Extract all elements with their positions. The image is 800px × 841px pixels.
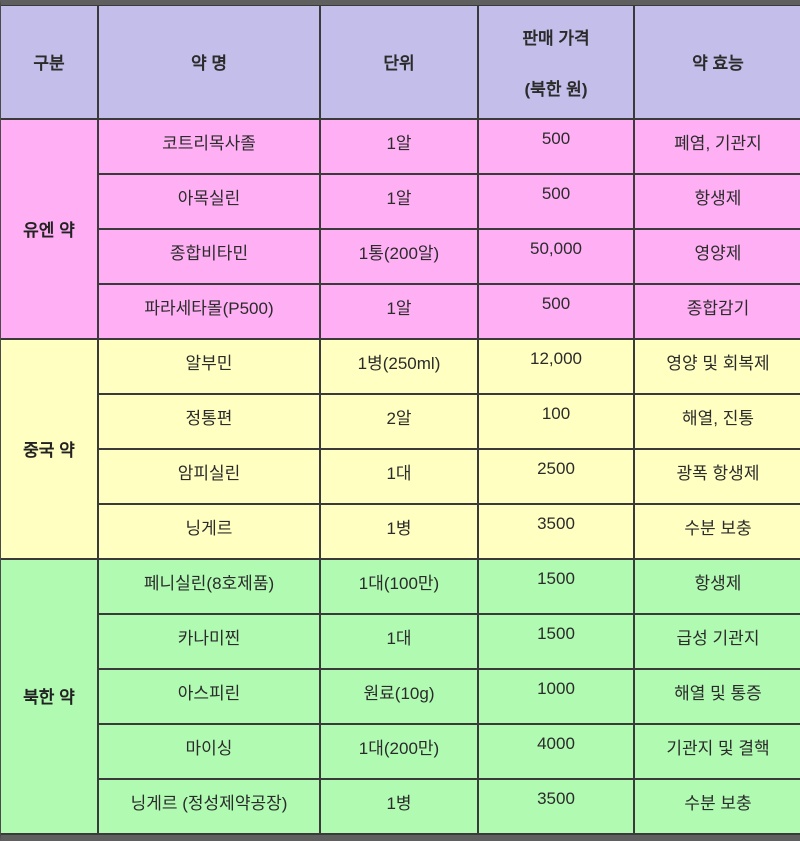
cell-unit: 2알 <box>319 393 479 450</box>
cell-unit: 1알 <box>319 173 479 230</box>
cell-effect: 광폭 항생제 <box>633 448 800 505</box>
table-row: 북한 약 페니실린(8호제품) 1대(100만) 1500 항생제 <box>1 558 800 835</box>
cell-name: 닝게르 <box>97 503 321 560</box>
cell-unit: 1알 <box>319 283 479 340</box>
header-price-line1: 판매 가격 <box>522 28 590 48</box>
cell-price: 3500 <box>477 503 635 560</box>
table-row: 닝게르 1병 3500 수분 보충 <box>1 503 800 560</box>
cell-name: 아스피린 <box>97 668 321 725</box>
cell-unit: 1통(200알) <box>319 228 479 285</box>
header-effect: 약 효능 <box>633 5 800 120</box>
cell-effect: 종합감기 <box>633 283 800 340</box>
cell-name: 코트리목사졸 <box>97 118 321 175</box>
table-row: 종합비타민 1통(200알) 50,000 영양제 <box>1 228 800 285</box>
table-row: 아목실린 1알 500 항생제 <box>1 173 800 230</box>
cell-name: 아목실린 <box>97 173 321 230</box>
cell-name: 종합비타민 <box>97 228 321 285</box>
cell-price: 4000 <box>477 723 635 780</box>
cell-name: 정통편 <box>97 393 321 450</box>
cell-unit: 1병 <box>319 503 479 560</box>
cell-name: 암피실린 <box>97 448 321 505</box>
cell-name: 파라세타몰(P500) <box>97 283 321 340</box>
cell-effect: 영양 및 회복제 <box>633 338 800 395</box>
cell-effect: 해열 및 통증 <box>633 668 800 725</box>
table-header: 구분 약 명 단위 판매 가격 (북한 원) 약 효능 <box>1 5 800 120</box>
header-price-line2: (북한 원) <box>524 79 588 99</box>
cell-price: 500 <box>477 173 635 230</box>
cell-unit: 원료(10g) <box>319 668 479 725</box>
header-category: 구분 <box>1 5 99 120</box>
cell-unit: 1대(100만) <box>319 558 479 615</box>
cell-unit: 1병(250ml) <box>319 338 479 395</box>
cell-price: 1000 <box>477 668 635 725</box>
cell-price: 500 <box>477 118 635 175</box>
header-price: 판매 가격 (북한 원) <box>477 5 635 120</box>
table-row: 유엔 약 코트리목사졸 1알 500 폐염, 기관지 <box>1 118 800 340</box>
cell-unit: 1대(200만) <box>319 723 479 780</box>
group-label-nk: 북한 약 <box>1 558 99 835</box>
cell-name: 닝게르 (정성제약공장) <box>97 778 321 835</box>
cell-price: 100 <box>477 393 635 450</box>
table-row: 암피실린 1대 2500 광폭 항생제 <box>1 448 800 505</box>
cell-effect: 급성 기관지 <box>633 613 800 670</box>
table-body: 유엔 약 코트리목사졸 1알 500 폐염, 기관지 아목실린 1알 500 항… <box>1 118 800 835</box>
cell-name: 카나미찐 <box>97 613 321 670</box>
cell-effect: 수분 보충 <box>633 503 800 560</box>
table-row: 마이싱 1대(200만) 4000 기관지 및 결핵 <box>1 723 800 780</box>
cell-price: 500 <box>477 283 635 340</box>
cell-effect: 항생제 <box>633 173 800 230</box>
cell-effect: 항생제 <box>633 558 800 615</box>
cell-price: 2500 <box>477 448 635 505</box>
cell-unit: 1대 <box>319 448 479 505</box>
group-label-china: 중국 약 <box>1 338 99 560</box>
cell-effect: 수분 보충 <box>633 778 800 835</box>
cell-unit: 1대 <box>319 613 479 670</box>
cell-name: 페니실린(8호제품) <box>97 558 321 615</box>
cell-price: 50,000 <box>477 228 635 285</box>
cell-price: 1500 <box>477 558 635 615</box>
table-row: 아스피린 원료(10g) 1000 해열 및 통증 <box>1 668 800 725</box>
cell-effect: 기관지 및 결핵 <box>633 723 800 780</box>
cell-price: 12,000 <box>477 338 635 395</box>
cell-unit: 1알 <box>319 118 479 175</box>
table-row: 정통편 2알 100 해열, 진통 <box>1 393 800 450</box>
cell-name: 마이싱 <box>97 723 321 780</box>
table-row: 닝게르 (정성제약공장) 1병 3500 수분 보충 <box>1 778 800 835</box>
cell-unit: 1병 <box>319 778 479 835</box>
header-unit: 단위 <box>319 5 479 120</box>
cell-effect: 영양제 <box>633 228 800 285</box>
cell-name: 알부민 <box>97 338 321 395</box>
header-row: 구분 약 명 단위 판매 가격 (북한 원) 약 효능 <box>1 5 800 120</box>
table-row: 중국 약 알부민 1병(250ml) 12,000 영양 및 회복제 <box>1 338 800 560</box>
table-row: 카나미찐 1대 1500 급성 기관지 <box>1 613 800 670</box>
table-row: 파라세타몰(P500) 1알 500 종합감기 <box>1 283 800 340</box>
cell-price: 1500 <box>477 613 635 670</box>
header-medicine-name: 약 명 <box>97 5 321 120</box>
cell-effect: 해열, 진통 <box>633 393 800 450</box>
cell-effect: 폐염, 기관지 <box>633 118 800 175</box>
medicine-price-table: 구분 약 명 단위 판매 가격 (북한 원) 약 효능 유엔 약 코트리목사졸 … <box>1 5 800 835</box>
cell-price: 3500 <box>477 778 635 835</box>
group-label-un: 유엔 약 <box>1 118 99 340</box>
